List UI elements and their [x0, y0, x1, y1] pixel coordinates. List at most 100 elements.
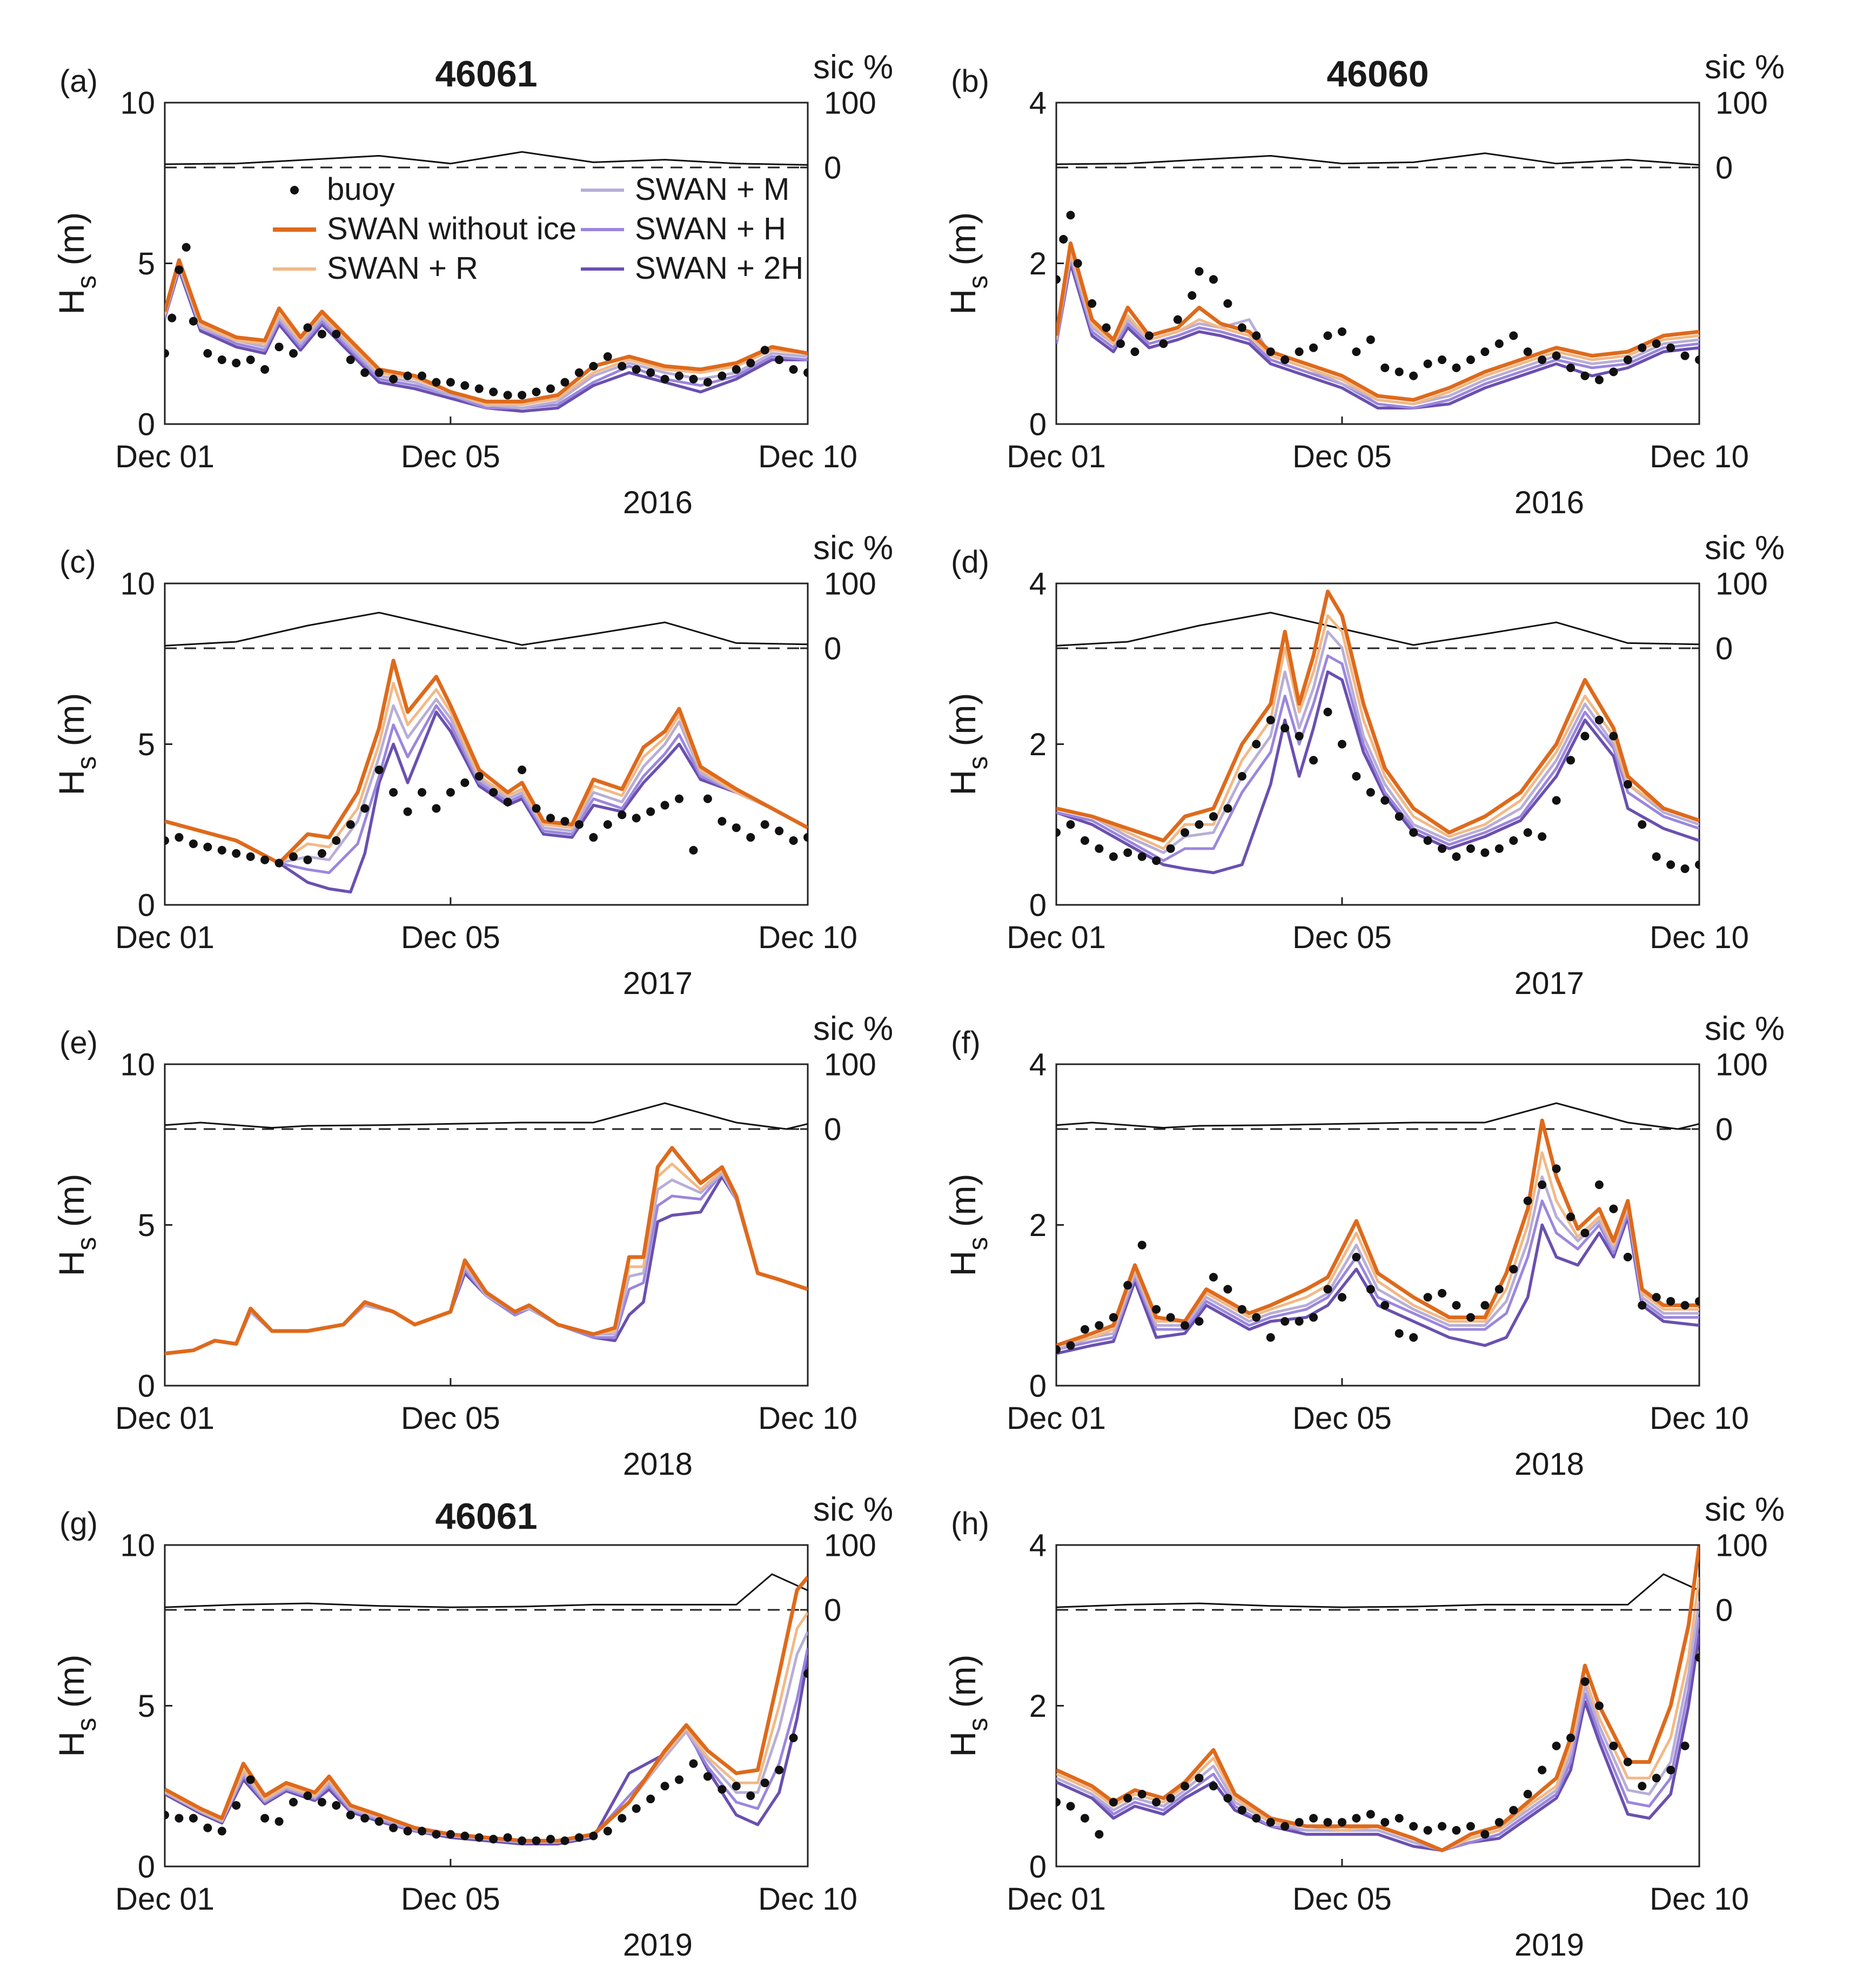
year-label: 2019: [623, 1927, 693, 1963]
x-tick-label: Dec 10: [1650, 439, 1749, 474]
buoy-point: [1144, 331, 1154, 340]
buoy-point: [217, 845, 226, 855]
y-tick-label: 4: [1029, 1528, 1047, 1563]
buoy-point: [1309, 343, 1318, 352]
buoy-point: [1695, 860, 1699, 869]
buoy-point: [1452, 1826, 1461, 1835]
buoy-point: [1423, 1826, 1432, 1835]
buoy-point: [346, 820, 355, 829]
series-line-H2: [165, 1175, 808, 1355]
buoy-point: [1666, 1765, 1675, 1775]
buoy-point: [389, 1823, 398, 1832]
sic-line: [1056, 612, 1700, 647]
buoy-point: [1366, 1285, 1375, 1294]
buoy-point: [1380, 796, 1390, 805]
buoy-point: [165, 836, 169, 845]
buoy-point: [1109, 852, 1118, 861]
buoy-point: [1423, 359, 1432, 368]
series-line-noice: [1056, 241, 1699, 402]
buoy-point: [746, 1791, 755, 1801]
buoy-point: [1309, 756, 1318, 765]
buoy-point: [1223, 1794, 1232, 1803]
buoy-point: [1281, 1317, 1290, 1326]
buoy-point: [1066, 1802, 1075, 1811]
buoy-point: [1337, 1818, 1346, 1827]
buoy-point: [1323, 1285, 1332, 1294]
series-group: [1056, 1118, 1699, 1355]
sic-tick-label: 100: [824, 566, 876, 601]
y-axis-label: Hs (m): [943, 1655, 993, 1757]
y-tick-label: 0: [1029, 407, 1047, 442]
y-tick-label: 10: [120, 1047, 155, 1082]
buoy-point: [1123, 848, 1132, 857]
buoy-point: [1552, 1164, 1561, 1173]
buoy-point: [1438, 1822, 1446, 1831]
y-axis-label: Hs (m): [943, 212, 993, 315]
buoy-point: [1237, 323, 1246, 332]
buoy-point: [1609, 367, 1618, 377]
series-line-H2: [1056, 1633, 1699, 1852]
series-line-H2: [165, 1657, 808, 1846]
buoy-point: [1137, 1240, 1147, 1250]
buoy-point: [1056, 1345, 1061, 1354]
buoy-point: [1116, 339, 1125, 348]
y-tick-label: 2: [1029, 246, 1047, 281]
buoy-point: [1166, 1794, 1175, 1803]
buoy-point: [1152, 1798, 1161, 1806]
buoy-point: [718, 817, 727, 826]
buoy-point: [446, 378, 455, 387]
buoy-point: [703, 1772, 712, 1781]
x-tick-label: Dec 01: [1007, 1882, 1106, 1917]
buoy-point: [460, 381, 470, 390]
buoy-point: [1480, 347, 1490, 357]
sic-axis-label: sic %: [1705, 1010, 1785, 1047]
buoy-point: [1695, 1297, 1699, 1306]
buoy-point: [175, 265, 184, 274]
buoy-point: [518, 765, 527, 775]
y-tick-label: 0: [138, 407, 155, 442]
buoy-point: [360, 368, 370, 377]
buoy-point: [1395, 367, 1404, 377]
sic-line: [1056, 1573, 1700, 1608]
buoy-point: [1494, 1285, 1504, 1294]
buoy-point: [1109, 1798, 1118, 1806]
legend-item-noice: SWAN without ice: [273, 211, 577, 246]
buoy-point: [1580, 371, 1590, 380]
buoy-point: [518, 391, 527, 400]
buoy-point: [646, 1795, 655, 1804]
buoy-point: [1266, 1333, 1275, 1342]
y-tick-label: 2: [1029, 1208, 1047, 1243]
buoy-point: [1638, 343, 1647, 352]
buoy-point: [1266, 715, 1275, 724]
buoy-point: [1494, 844, 1504, 853]
buoy-point: [789, 836, 798, 845]
buoy-point: [1281, 723, 1290, 733]
buoy-point: [803, 833, 808, 842]
buoy-point: [1109, 1313, 1118, 1322]
buoy-point: [346, 355, 355, 364]
buoy-point: [317, 330, 326, 339]
y-tick-label: 0: [138, 888, 155, 923]
buoy-point: [618, 1814, 627, 1823]
legend-marker: [290, 186, 299, 194]
buoy-point: [646, 807, 655, 816]
x-tick-label: Dec 01: [115, 920, 215, 955]
buoy-point: [1366, 1810, 1375, 1819]
buoy-point: [775, 827, 784, 836]
buoy-point: [167, 313, 177, 323]
panel-letter: (a): [59, 64, 98, 99]
buoy-point: [1395, 1329, 1404, 1338]
buoy-point: [1609, 731, 1618, 741]
buoy-point: [432, 1830, 441, 1839]
buoy-point: [603, 352, 612, 361]
x-tick-label: Dec 10: [758, 439, 857, 474]
buoy-point: [1409, 828, 1418, 837]
buoy-point: [732, 1782, 741, 1791]
buoy-point: [1380, 1818, 1390, 1827]
series-line-H2: [1056, 1215, 1699, 1355]
buoy-point: [389, 374, 398, 384]
series-line-R: [165, 1611, 808, 1842]
buoy-point: [775, 1765, 784, 1775]
buoy-point: [1080, 1814, 1089, 1823]
